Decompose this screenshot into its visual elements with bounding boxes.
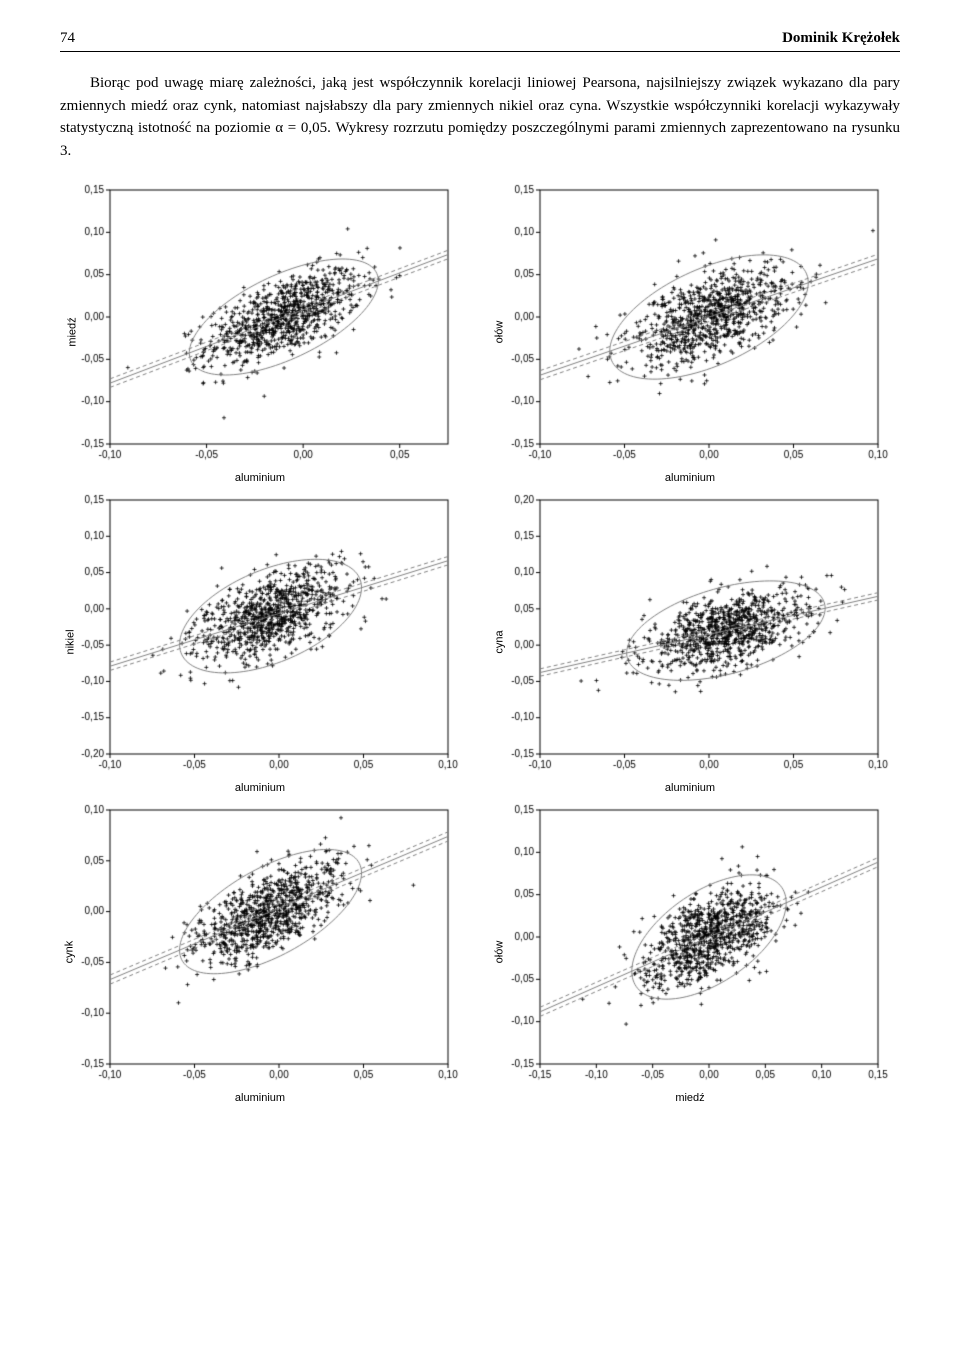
page-container: 74 Dominik Krężołek Biorąc pod uwagę mia… [0,0,960,1132]
chart-canvas [60,802,460,1102]
scatter-chart-c2: ołów aluminium [490,182,890,482]
x-axis-label: aluminium [665,472,715,484]
charts-grid: miedź aluminium ołów aluminium nikiel alumini… [60,182,900,1102]
x-axis-label: aluminium [235,782,285,794]
x-axis-label: aluminium [235,472,285,484]
x-axis-label: miedź [675,1092,704,1104]
chart-canvas [60,492,460,792]
chart-canvas [490,492,890,792]
y-axis-label: cyna [494,630,506,653]
x-axis-label: aluminium [665,782,715,794]
y-axis-label: ołów [493,941,505,964]
author-name: Dominik Krężołek [782,30,900,47]
scatter-chart-c4: cyna aluminium [490,492,890,792]
scatter-chart-c3: nikiel aluminium [60,492,460,792]
chart-canvas [60,182,460,482]
scatter-chart-c5: cynk aluminium [60,802,460,1102]
scatter-chart-c6: ołów miedź [490,802,890,1102]
y-axis-label: nikiel [65,629,77,654]
body-paragraph: Biorąc pod uwagę miarę zależności, jaką … [60,72,900,162]
page-number: 74 [60,30,75,47]
page-header: 74 Dominik Krężołek [60,30,900,52]
chart-canvas [490,802,890,1102]
x-axis-label: aluminium [235,1092,285,1104]
y-axis-label: miedź [67,317,79,346]
y-axis-label: ołów [493,321,505,344]
chart-canvas [490,182,890,482]
scatter-chart-c1: miedź aluminium [60,182,460,482]
y-axis-label: cynk [63,941,75,964]
